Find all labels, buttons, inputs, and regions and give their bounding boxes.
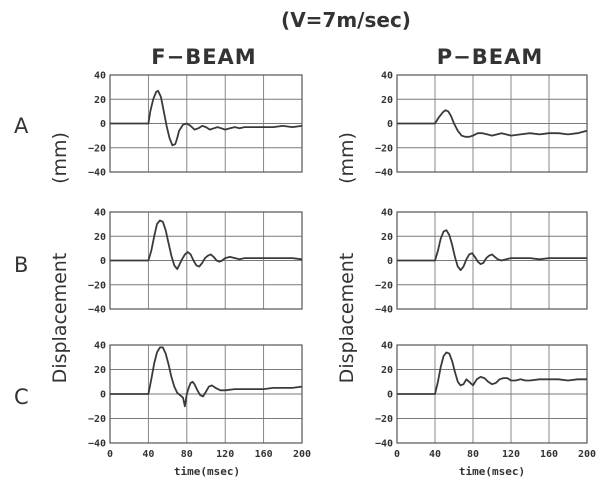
y-tick-label: 0 — [387, 390, 393, 401]
x-tick-label: 200 — [578, 449, 596, 460]
y-tick-label: −20 — [375, 414, 393, 425]
series-line — [397, 229, 587, 272]
column-title-p-beam: P−BEAM — [437, 45, 544, 69]
column-title-f-beam: F−BEAM — [151, 45, 256, 69]
y-tick-label: −20 — [375, 143, 393, 154]
y-tick-label: 0 — [100, 256, 106, 267]
y-axis-label-word: Displacement — [336, 253, 358, 384]
y-axis-label-unit: (mm) — [49, 132, 71, 184]
y-tick-label: −40 — [375, 168, 393, 179]
y-tick-label: −20 — [88, 280, 106, 291]
series-line — [397, 351, 587, 395]
panel-a-p-beam: 40 20 0 −20 −40 — [375, 71, 588, 179]
series-line — [110, 89, 303, 147]
y-tick-label: 40 — [94, 341, 106, 352]
x-tick-label: 160 — [540, 449, 558, 460]
series-line — [110, 219, 303, 270]
x-axis-label-right: time(msec) — [459, 465, 525, 478]
y-tick-label: 0 — [100, 390, 106, 401]
x-tick-label: 120 — [502, 449, 520, 460]
y-tick-label: 0 — [100, 119, 106, 130]
x-tick-label: 160 — [255, 449, 273, 460]
y-tick-label: 40 — [381, 71, 393, 82]
y-axis-label-left: Displacement (mm) — [49, 132, 71, 383]
x-tick-label: 0 — [394, 449, 400, 460]
panels: 40200−20−4040200−20−4040200−20−4040200−2… — [88, 71, 596, 461]
y-tick-label: −20 — [375, 280, 393, 291]
y-axis-label-unit: (mm) — [336, 132, 358, 184]
y-tick-label: −40 — [88, 305, 106, 316]
x-axis-label-left: time(msec) — [174, 465, 240, 478]
y-tick-label: −20 — [88, 414, 106, 425]
panel-b-p-beam: 40 20 0 −20 −40 — [375, 208, 588, 316]
panel-a-f-beam: 40 20 0 −20 −40 — [88, 71, 303, 179]
panel-b-f-beam: 40 20 0 −20 −40 — [88, 208, 303, 316]
y-tick-label: 0 — [387, 256, 393, 267]
y-axis-label-right: Displacement (mm) — [336, 132, 358, 383]
y-tick-label: 20 — [94, 95, 106, 106]
y-tick-label: −20 — [88, 143, 106, 154]
y-tick-label: 20 — [94, 365, 106, 376]
x-tick-label: 120 — [216, 449, 234, 460]
y-tick-label: −40 — [375, 305, 393, 316]
x-tick-label: 0 — [107, 449, 113, 460]
row-label-b: B — [14, 253, 28, 277]
row-label-a: A — [14, 114, 29, 138]
series-line — [397, 109, 588, 138]
y-tick-label: 20 — [381, 232, 393, 243]
y-tick-label: 40 — [94, 208, 106, 219]
series-line — [110, 346, 303, 408]
y-tick-label: 20 — [94, 232, 106, 243]
x-tick-label: 80 — [467, 449, 479, 460]
y-axis-label-word: Displacement — [49, 253, 71, 384]
y-tick-label: 20 — [381, 95, 393, 106]
figure-title: (V=7m/sec) — [281, 8, 411, 32]
y-tick-label: −40 — [375, 439, 393, 450]
x-tick-label: 40 — [142, 449, 154, 460]
x-tick-label: 40 — [429, 449, 441, 460]
y-tick-label: 40 — [381, 208, 393, 219]
y-tick-label: 20 — [381, 365, 393, 376]
x-tick-label: 80 — [181, 449, 193, 460]
x-tick-label: 200 — [293, 449, 311, 460]
row-label-c: C — [14, 385, 29, 409]
y-tick-label: 40 — [94, 71, 106, 82]
y-tick-label: 0 — [387, 119, 393, 130]
y-tick-label: −40 — [88, 168, 106, 179]
y-tick-label: −40 — [88, 439, 106, 450]
y-tick-label: 40 — [381, 341, 393, 352]
